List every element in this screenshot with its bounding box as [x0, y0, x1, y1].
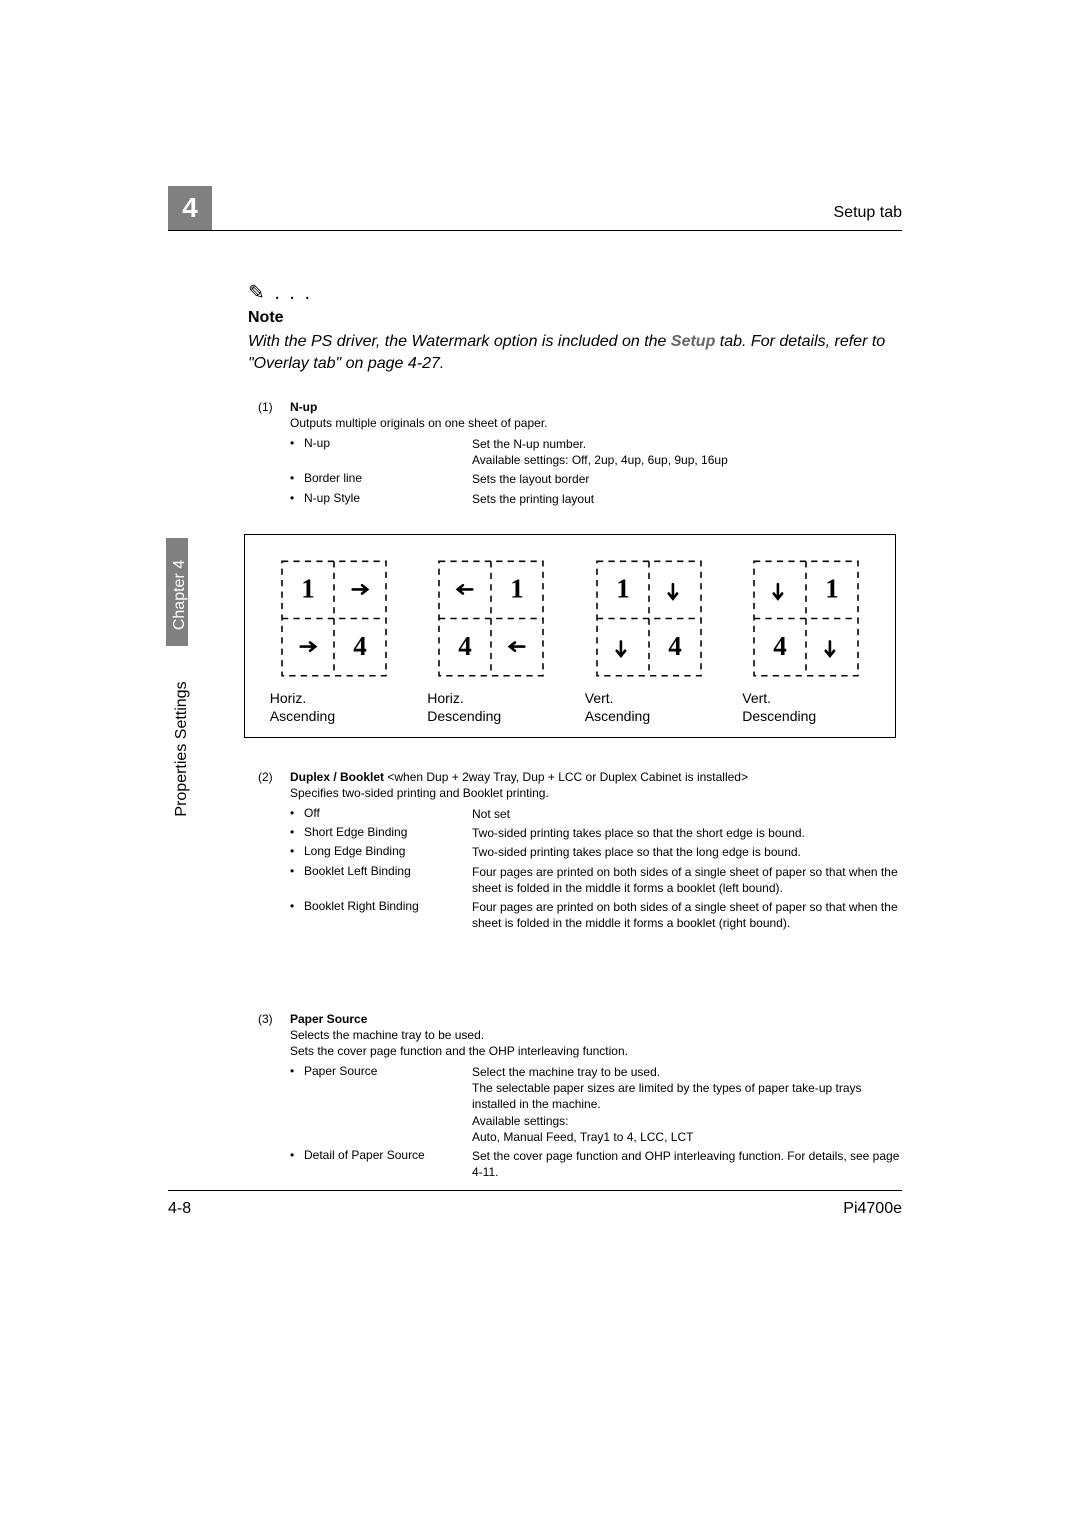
- bullet-icon: •: [290, 491, 304, 507]
- svg-text:1: 1: [301, 574, 315, 604]
- chapter-number: 4: [182, 192, 198, 224]
- list-item: •Booklet Right BindingFour pages are pri…: [290, 899, 902, 931]
- note-title: Note: [248, 309, 902, 327]
- svg-text:4: 4: [458, 631, 472, 661]
- nup-number: (1): [258, 400, 273, 414]
- footer-page: 4-8: [168, 1200, 191, 1218]
- header-rule: [168, 230, 902, 231]
- list-item: •Detail of Paper SourceSet the cover pag…: [290, 1148, 902, 1180]
- note-text: With the PS driver, the Watermark option…: [248, 331, 902, 376]
- nup-layout-diagram: 14: [274, 553, 394, 683]
- nup-desc: Outputs multiple originals on one sheet …: [290, 416, 902, 430]
- svg-text:1: 1: [510, 574, 524, 604]
- item-desc: Two-sided printing takes place so that t…: [472, 844, 902, 860]
- section-paper: (3) Paper Source Selects the machine tra…: [258, 1012, 902, 1180]
- nup-layout-diagram: 14: [431, 553, 551, 683]
- item-desc: Set the N-up number. Available settings:…: [472, 436, 902, 468]
- list-item: •Long Edge BindingTwo-sided printing tak…: [290, 844, 902, 860]
- chapter-number-box: 4: [168, 186, 212, 230]
- diagram-label: Vert. Descending: [742, 689, 876, 725]
- diagram-cell: 14Horiz. Descending: [421, 553, 561, 725]
- list-item: •Booklet Left BindingFour pages are prin…: [290, 864, 902, 896]
- bullet-icon: •: [290, 899, 304, 931]
- sidebar-section: Properties Settings: [160, 540, 192, 820]
- section-duplex: (2) Duplex / Booklet <when Dup + 2way Tr…: [258, 770, 902, 931]
- item-term: Detail of Paper Source: [304, 1148, 472, 1180]
- svg-text:1: 1: [616, 574, 630, 604]
- nup-title: N-up: [290, 400, 902, 414]
- list-item: •N-up StyleSets the printing layout: [290, 491, 902, 507]
- note-section: ✎ . . . Note With the PS driver, the Wat…: [248, 280, 902, 376]
- svg-text:4: 4: [668, 631, 682, 661]
- bullet-icon: •: [290, 844, 304, 860]
- item-term: Border line: [304, 471, 472, 487]
- item-desc: Select the machine tray to be used. The …: [472, 1064, 902, 1145]
- nup-diagram-box: 14Horiz. Ascending14Horiz. Descending14V…: [244, 534, 896, 738]
- diagram-label: Horiz. Ascending: [270, 689, 404, 725]
- paper-desc2: Sets the cover page function and the OHP…: [290, 1044, 902, 1058]
- svg-text:1: 1: [825, 574, 839, 604]
- item-desc: Four pages are printed on both sides of …: [472, 899, 902, 931]
- item-desc: Four pages are printed on both sides of …: [472, 864, 902, 896]
- nup-bullet-list: •N-upSet the N-up number. Available sett…: [290, 436, 902, 507]
- paper-title: Paper Source: [290, 1012, 902, 1026]
- svg-text:4: 4: [773, 631, 787, 661]
- bullet-icon: •: [290, 1148, 304, 1180]
- svg-text:4: 4: [353, 631, 367, 661]
- paper-desc1: Selects the machine tray to be used.: [290, 1028, 902, 1042]
- list-item: •Short Edge BindingTwo-sided printing ta…: [290, 825, 902, 841]
- setup-link: Setup: [671, 333, 715, 350]
- bullet-icon: •: [290, 864, 304, 896]
- duplex-number: (2): [258, 770, 273, 784]
- bullet-icon: •: [290, 436, 304, 468]
- item-term: N-up: [304, 436, 472, 468]
- item-term: Long Edge Binding: [304, 844, 472, 860]
- paper-number: (3): [258, 1012, 273, 1026]
- item-term: Booklet Right Binding: [304, 899, 472, 931]
- diagram-cell: 14Vert. Descending: [736, 553, 876, 725]
- diagram-cell: 14Horiz. Ascending: [264, 553, 404, 725]
- note-prefix: With the PS driver, the Watermark option…: [248, 333, 671, 350]
- list-item: •Paper SourceSelect the machine tray to …: [290, 1064, 902, 1145]
- duplex-bullet-list: •OffNot set•Short Edge BindingTwo-sided …: [290, 806, 902, 931]
- list-item: •OffNot set: [290, 806, 902, 822]
- section-nup: (1) N-up Outputs multiple originals on o…: [258, 400, 902, 507]
- item-desc: Not set: [472, 806, 902, 822]
- bullet-icon: •: [290, 1064, 304, 1145]
- item-term: N-up Style: [304, 491, 472, 507]
- item-term: Off: [304, 806, 472, 822]
- diagram-label: Vert. Ascending: [585, 689, 719, 725]
- bullet-icon: •: [290, 471, 304, 487]
- item-desc: Two-sided printing takes place so that t…: [472, 825, 902, 841]
- bullet-icon: •: [290, 806, 304, 822]
- footer-rule: [168, 1190, 902, 1191]
- duplex-desc: Specifies two-sided printing and Booklet…: [290, 786, 902, 800]
- bullet-icon: •: [290, 825, 304, 841]
- list-item: •N-upSet the N-up number. Available sett…: [290, 436, 902, 468]
- item-desc: Set the cover page function and OHP inte…: [472, 1148, 902, 1180]
- diagram-label: Horiz. Descending: [427, 689, 561, 725]
- footer-model: Pi4700e: [843, 1200, 902, 1218]
- sidebar-section-label: Properties Settings: [173, 639, 191, 859]
- duplex-cond: <when Dup + 2way Tray, Dup + LCC or Dupl…: [384, 770, 748, 784]
- page-header-tab: Setup tab: [834, 204, 903, 222]
- duplex-title: Duplex / Booklet: [290, 770, 384, 784]
- diagram-cell: 14Vert. Ascending: [579, 553, 719, 725]
- item-term: Booklet Left Binding: [304, 864, 472, 896]
- item-term: Short Edge Binding: [304, 825, 472, 841]
- list-item: •Border lineSets the layout border: [290, 471, 902, 487]
- duplex-heading: Duplex / Booklet <when Dup + 2way Tray, …: [290, 770, 902, 784]
- item-term: Paper Source: [304, 1064, 472, 1145]
- item-desc: Sets the layout border: [472, 471, 902, 487]
- note-icon: ✎ . . .: [248, 280, 902, 305]
- item-desc: Sets the printing layout: [472, 491, 902, 507]
- nup-layout-diagram: 14: [746, 553, 866, 683]
- nup-layout-diagram: 14: [589, 553, 709, 683]
- paper-bullet-list: •Paper SourceSelect the machine tray to …: [290, 1064, 902, 1180]
